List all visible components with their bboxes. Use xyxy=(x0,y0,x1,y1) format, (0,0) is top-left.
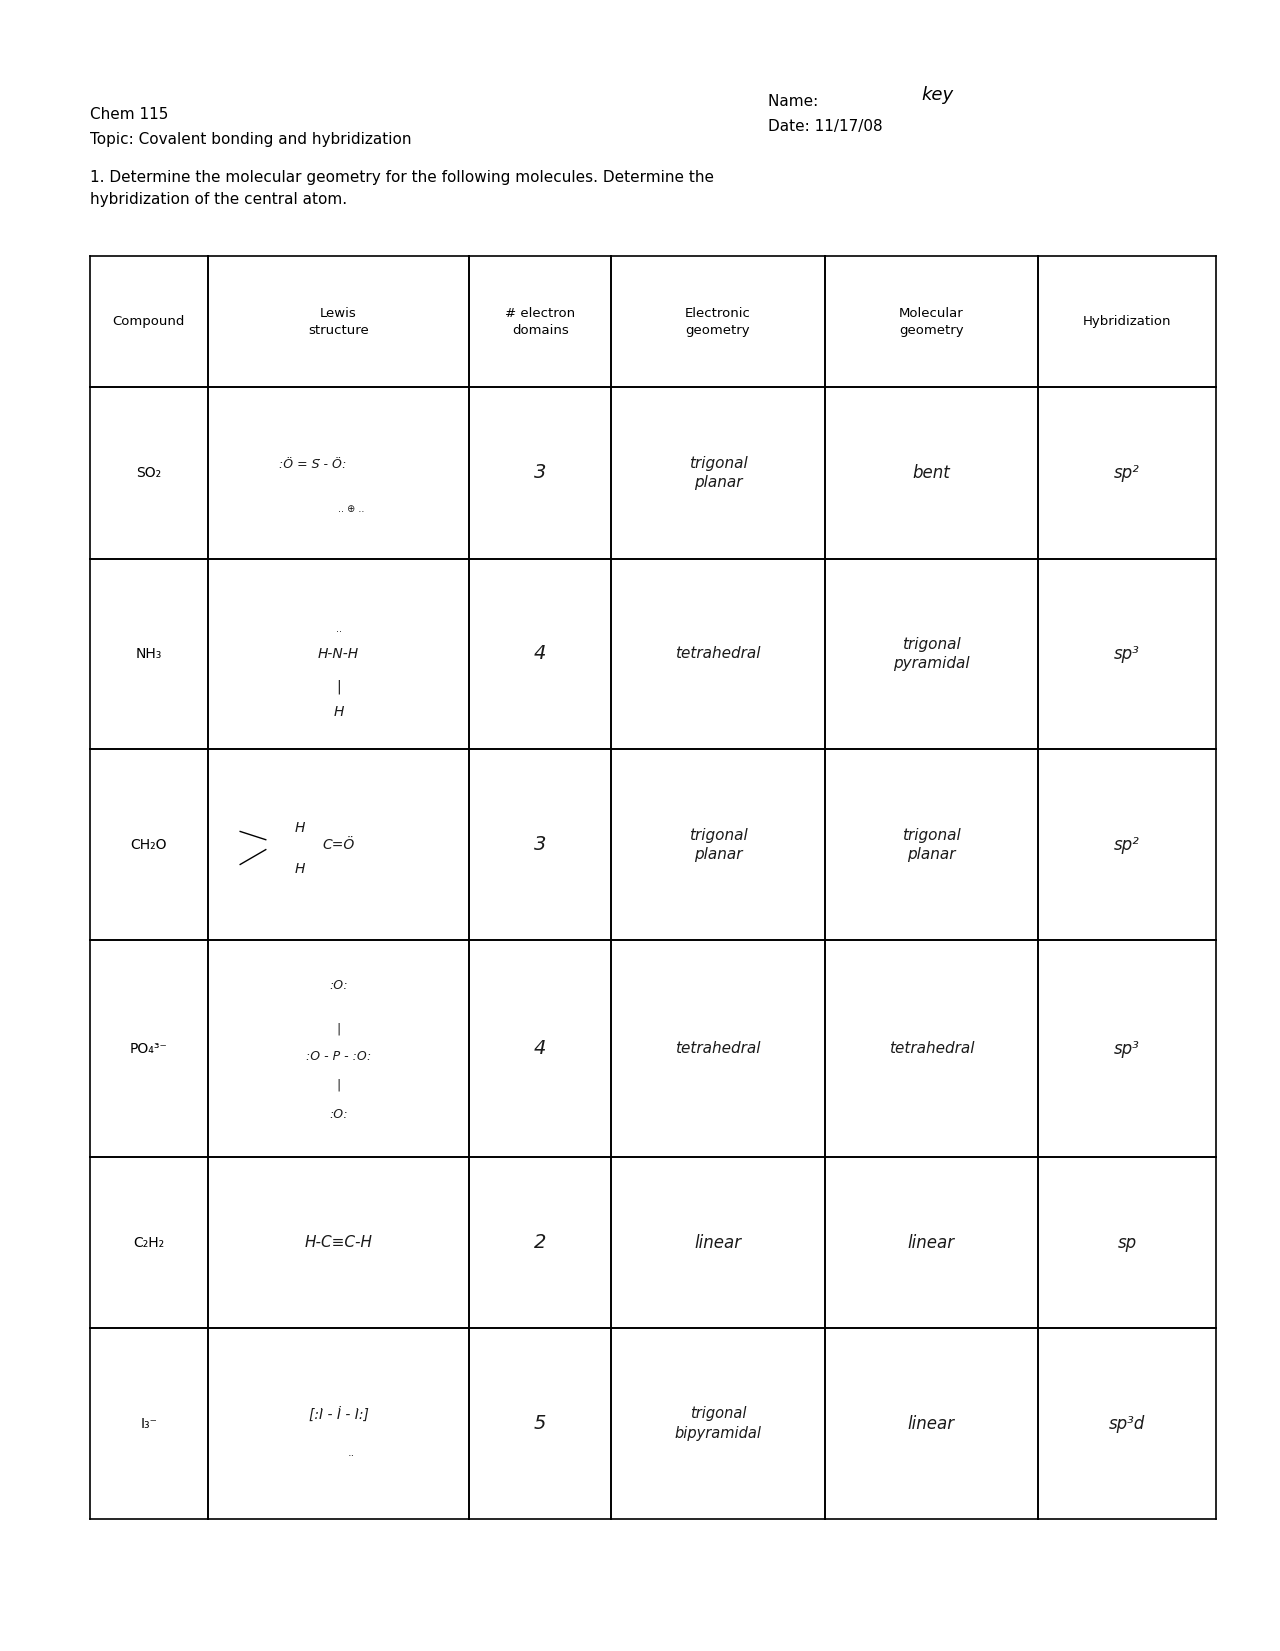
Text: Hybridization: Hybridization xyxy=(1083,315,1171,329)
Text: 1. Determine the molecular geometry for the following molecules. Determine the
h: 1. Determine the molecular geometry for … xyxy=(90,170,714,208)
Text: H: H xyxy=(294,821,306,835)
Text: sp: sp xyxy=(1117,1233,1137,1251)
Text: .. ⊕ ..: .. ⊕ .. xyxy=(338,504,365,515)
Text: linear: linear xyxy=(695,1233,741,1251)
Text: bent: bent xyxy=(913,464,950,482)
Text: |: | xyxy=(337,1078,340,1091)
Text: H: H xyxy=(333,705,344,718)
Text: linear: linear xyxy=(908,1233,955,1251)
Text: Name:: Name: xyxy=(768,94,833,109)
Text: tetrahedral: tetrahedral xyxy=(676,647,760,662)
Text: |: | xyxy=(337,680,340,693)
Text: NH₃: NH₃ xyxy=(136,647,163,660)
Text: Date: 11/17/08: Date: 11/17/08 xyxy=(768,119,883,134)
Text: SO₂: SO₂ xyxy=(137,466,161,480)
Text: ..: .. xyxy=(335,624,342,634)
Text: 2: 2 xyxy=(534,1233,547,1251)
Text: sp²: sp² xyxy=(1114,464,1140,482)
Text: H-C≡C-H: H-C≡C-H xyxy=(305,1235,372,1250)
Text: Lewis
structure: Lewis structure xyxy=(308,307,369,337)
Text: :O:: :O: xyxy=(329,979,348,992)
Text: Chem 115: Chem 115 xyxy=(90,107,168,122)
Text: key: key xyxy=(922,86,954,104)
Text: C₂H₂: C₂H₂ xyxy=(133,1235,164,1250)
Text: trigonal
planar: trigonal planar xyxy=(689,827,748,862)
Text: PO₄³⁻: PO₄³⁻ xyxy=(131,1042,168,1055)
Text: :O:: :O: xyxy=(329,1108,348,1121)
Text: sp³: sp³ xyxy=(1114,646,1140,664)
Text: 3: 3 xyxy=(534,835,547,854)
Text: trigonal
planar: trigonal planar xyxy=(689,456,748,490)
Text: 4: 4 xyxy=(534,1038,547,1058)
Text: sp³d: sp³d xyxy=(1108,1415,1146,1433)
Text: trigonal
bipyramidal: trigonal bipyramidal xyxy=(675,1407,762,1441)
Text: linear: linear xyxy=(908,1415,955,1433)
Text: H-N-H: H-N-H xyxy=(317,647,360,660)
Text: :O - P - :O:: :O - P - :O: xyxy=(306,1050,371,1063)
Text: # electron
domains: # electron domains xyxy=(506,307,575,337)
Text: tetrahedral: tetrahedral xyxy=(888,1042,974,1057)
Text: sp²: sp² xyxy=(1114,835,1140,854)
Text: 5: 5 xyxy=(534,1413,547,1433)
Text: CH₂O: CH₂O xyxy=(131,837,168,852)
Text: [:İ - İ̇ - İ:]: [:İ - İ̇ - İ:] xyxy=(308,1408,369,1423)
Text: :Ö = S̈ - Ö:: :Ö = S̈ - Ö: xyxy=(279,459,347,471)
Text: ..: .. xyxy=(348,1448,355,1458)
Text: C=Ö: C=Ö xyxy=(323,837,355,852)
Text: Molecular
geometry: Molecular geometry xyxy=(899,307,964,337)
Text: Compound: Compound xyxy=(113,315,186,329)
Text: H: H xyxy=(294,862,306,877)
Text: |: | xyxy=(337,1022,340,1035)
Text: Topic: Covalent bonding and hybridization: Topic: Covalent bonding and hybridizatio… xyxy=(90,132,411,147)
Text: trigonal
planar: trigonal planar xyxy=(902,827,961,862)
Text: trigonal
pyramidal: trigonal pyramidal xyxy=(893,637,970,670)
Text: 4: 4 xyxy=(534,644,547,664)
Text: Electronic
geometry: Electronic geometry xyxy=(685,307,751,337)
Text: 3: 3 xyxy=(534,464,547,482)
Text: sp³: sp³ xyxy=(1114,1040,1140,1058)
Text: tetrahedral: tetrahedral xyxy=(676,1042,760,1057)
Text: I₃⁻: I₃⁻ xyxy=(141,1417,157,1430)
